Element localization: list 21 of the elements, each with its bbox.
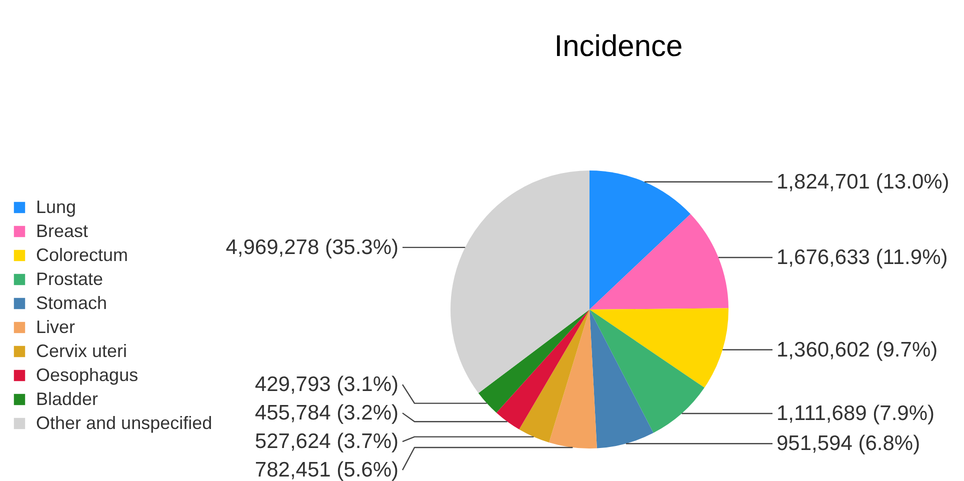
data-label: 455,784 (3.2%) (254, 402, 399, 425)
data-label: 1,824,701 (13.0%) (776, 170, 950, 194)
data-label: 527,624 (3.7%) (254, 430, 399, 454)
legend-label: Prostate (36, 268, 104, 290)
data-label: 1,676,633 (11.9%) (776, 246, 948, 270)
data-label: 1,111,689 (7.9%) (776, 402, 934, 425)
legend-label: Other and unspecified (36, 412, 212, 435)
data-label: 429,793 (3.1%) (254, 373, 399, 396)
legend-label: Oesophagus (36, 364, 138, 387)
legend-label: Cervix uteri (36, 340, 128, 362)
data-label: 4,969,278 (35.3%) (226, 236, 399, 259)
legend-label: Bladder (36, 388, 98, 410)
legend-label: Stomach (36, 292, 108, 314)
legend-label: Colorectum (36, 244, 128, 266)
data-label: 951,594 (6.8%) (776, 432, 920, 456)
legend-label: Liver (36, 316, 76, 338)
chart-title: Incidence (554, 30, 683, 63)
legend-label: Lung (36, 196, 76, 219)
legend-label: Breast (36, 220, 88, 242)
data-label: 782,451 (5.6%) (254, 458, 399, 481)
data-label: 1,360,602 (9.7%) (776, 338, 938, 362)
